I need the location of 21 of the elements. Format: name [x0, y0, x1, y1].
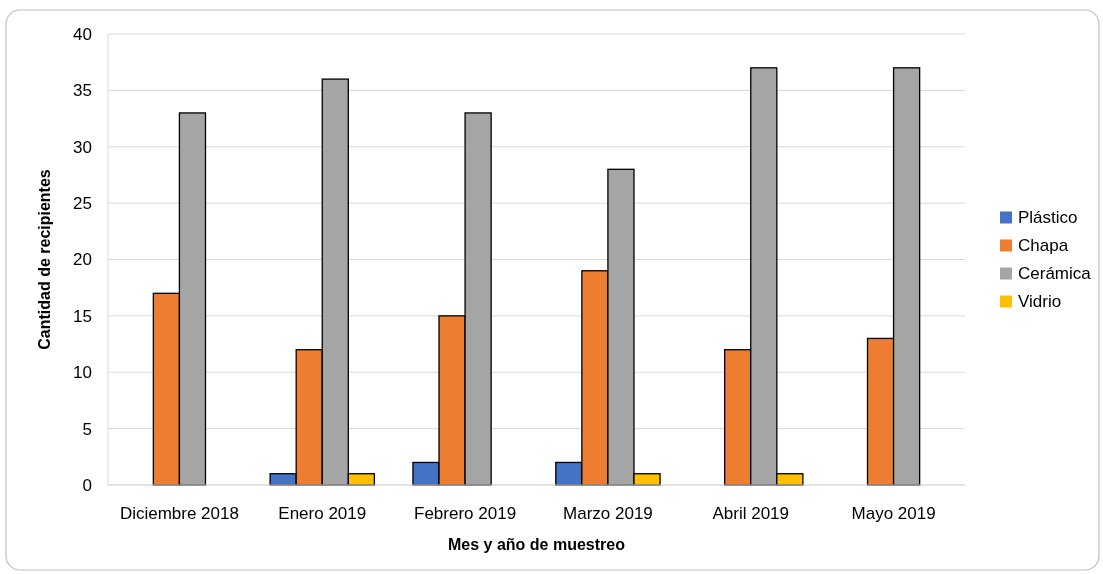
- y-tick-label: 5: [82, 419, 92, 439]
- x-tick-label: Febrero 2019: [414, 504, 517, 523]
- x-tick-label: Diciembre 2018: [119, 504, 239, 523]
- y-tick-label: 30: [73, 137, 92, 157]
- legend-label: Plástico: [1018, 208, 1078, 228]
- legend-label: Chapa: [1018, 236, 1069, 256]
- x-axis-title: Mes y año de muestreo: [448, 536, 626, 553]
- y-tick-label: 40: [73, 24, 92, 44]
- y-tick-label: 25: [73, 194, 92, 214]
- x-tick-label: Abril 2019: [712, 504, 790, 523]
- y-axis-title: Cantidad de recipientes: [36, 169, 53, 350]
- y-tick-label: 35: [73, 81, 92, 101]
- y-tick-label: 10: [73, 363, 92, 383]
- legend-label: Cerámica: [1018, 264, 1092, 284]
- x-tick-label: Marzo 2019: [563, 504, 653, 523]
- y-tick-label: 0: [82, 475, 92, 495]
- y-tick-label: 20: [73, 250, 92, 270]
- legend-label: Vidrio: [1018, 292, 1062, 312]
- x-tick-label: Enero 2019: [278, 504, 367, 523]
- x-tick-label: Mayo 2019: [851, 504, 936, 523]
- y-tick-label: 15: [73, 306, 92, 326]
